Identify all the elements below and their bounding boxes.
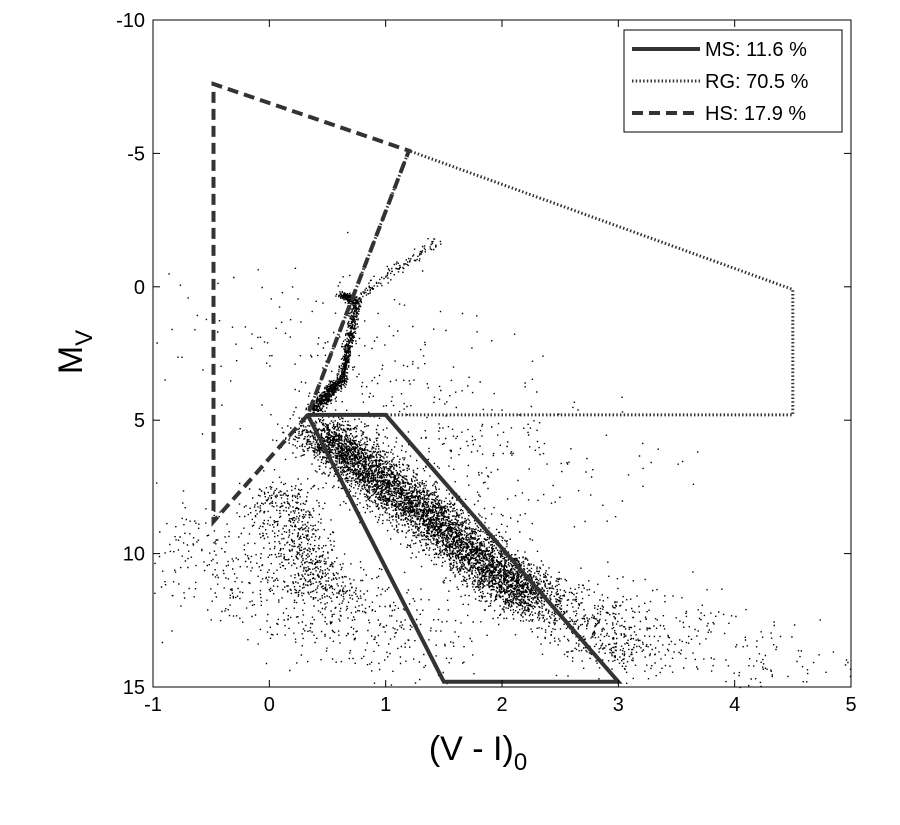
point-cloud-blue-straggler-halo bbox=[236, 470, 378, 621]
y-axis-label: MV bbox=[52, 330, 98, 374]
point-cloud-far-red-scatter bbox=[542, 561, 852, 689]
point-cloud-red-clump bbox=[335, 291, 362, 305]
y-tick-label: 0 bbox=[134, 277, 145, 299]
y-tick-label: 10 bbox=[123, 544, 145, 566]
x-axis-label: (V - I)0 bbox=[429, 730, 527, 776]
point-cloud-giant-branch-upper bbox=[350, 238, 442, 299]
y-tick-label: 15 bbox=[123, 677, 145, 699]
legend-entry: MS: 11.6 % bbox=[705, 39, 807, 61]
star-point-set bbox=[236, 470, 378, 621]
point-cloud-main-sequence bbox=[272, 401, 566, 622]
legend-entry: RG: 70.5 % bbox=[705, 71, 809, 93]
point-cloud-giant-branch bbox=[336, 296, 363, 381]
star-point-set bbox=[542, 561, 852, 689]
star-point-set bbox=[305, 375, 349, 415]
star-point-set bbox=[336, 296, 363, 381]
y-tick-label: -5 bbox=[127, 143, 145, 165]
star-point-set bbox=[272, 401, 566, 622]
star-point-set bbox=[335, 291, 362, 305]
x-tick-label: 1 bbox=[380, 694, 391, 716]
x-tick-label: 4 bbox=[729, 694, 740, 716]
point-cloud-turnoff-subgiant bbox=[305, 375, 349, 415]
x-tick-label: 3 bbox=[613, 694, 624, 716]
y-tick-label: -10 bbox=[116, 10, 145, 32]
legend: MS: 11.6 % RG: 70.5 % HS: 17.9 % bbox=[623, 29, 843, 133]
x-tick-label: 2 bbox=[496, 694, 507, 716]
series-dotted-box bbox=[306, 148, 795, 417]
legend-entry: HS: 17.9 % bbox=[705, 103, 806, 125]
selection-boxes bbox=[211, 81, 795, 684]
star-point-set bbox=[350, 238, 442, 299]
series-dashed-box bbox=[211, 81, 412, 527]
x-tick-label: -1 bbox=[144, 694, 162, 716]
y-tick-label: 5 bbox=[134, 410, 145, 432]
x-tick-label: 5 bbox=[845, 694, 856, 716]
x-tick-label: 0 bbox=[264, 694, 275, 716]
star-point-set bbox=[154, 469, 517, 686]
star-points bbox=[154, 231, 852, 689]
point-cloud-white-dwarf-halo bbox=[154, 469, 517, 686]
